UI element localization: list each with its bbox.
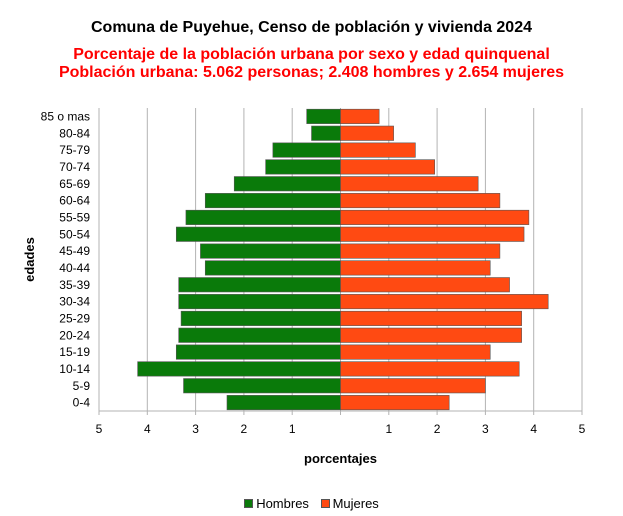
bar-hombres-3 bbox=[265, 159, 341, 175]
y-tick-label-13: 20-24 bbox=[59, 328, 90, 342]
y-tick-label-1: 80-84 bbox=[59, 126, 90, 140]
bar-mujeres-9 bbox=[340, 260, 491, 276]
y-tick-label-12: 25-29 bbox=[59, 311, 90, 325]
bar-hombres-6 bbox=[185, 209, 341, 225]
x-tick-label-3: 2 bbox=[241, 422, 248, 436]
y-tick-label-10: 35-39 bbox=[59, 278, 90, 292]
legend-swatch-mujeres bbox=[320, 499, 330, 508]
y-tick-label-5: 60-64 bbox=[59, 194, 90, 208]
x-tick-label-1: 4 bbox=[144, 422, 151, 436]
x-tick-label-5: 1 bbox=[385, 422, 392, 436]
y-tick-label-6: 55-59 bbox=[59, 210, 90, 224]
chart-subtitle-line-2: Población urbana: 5.062 personas; 2.408 … bbox=[58, 64, 565, 81]
y-tick-label-2: 75-79 bbox=[59, 143, 90, 157]
x-axis-title: porcentajes bbox=[304, 451, 377, 466]
legend-item-mujeres: Mujeres bbox=[320, 496, 379, 511]
x-tick-label-4: 1 bbox=[289, 422, 296, 436]
bar-mujeres-4 bbox=[340, 176, 479, 192]
bar-mujeres-8 bbox=[340, 243, 501, 259]
bar-mujeres-6 bbox=[340, 209, 530, 225]
bar-hombres-14 bbox=[175, 344, 341, 360]
bar-hombres-1 bbox=[311, 125, 341, 141]
x-tick-label-7: 3 bbox=[482, 422, 489, 436]
bar-hombres-16 bbox=[183, 378, 341, 394]
chart-subtitle-line-1: Porcentaje de la población urbana por se… bbox=[73, 46, 550, 63]
x-tick-label-6: 2 bbox=[434, 422, 441, 436]
x-tick-label-8: 4 bbox=[530, 422, 537, 436]
bar-hombres-11 bbox=[178, 294, 341, 310]
y-tick-label-16: 5-9 bbox=[73, 379, 91, 393]
legend-label-mujeres: Mujeres bbox=[332, 496, 379, 511]
bar-mujeres-11 bbox=[340, 294, 549, 310]
bar-hombres-5 bbox=[204, 193, 341, 209]
legend-swatch-hombres bbox=[244, 499, 254, 508]
bar-mujeres-0 bbox=[340, 108, 380, 124]
bar-mujeres-1 bbox=[340, 125, 394, 141]
bar-mujeres-15 bbox=[340, 361, 520, 377]
bar-hombres-2 bbox=[272, 142, 341, 158]
bar-mujeres-12 bbox=[340, 310, 522, 326]
bar-hombres-9 bbox=[204, 260, 341, 276]
bar-hombres-0 bbox=[306, 108, 341, 124]
y-tick-label-8: 45-49 bbox=[59, 244, 90, 258]
bar-mujeres-16 bbox=[340, 378, 486, 394]
legend: Hombres Mujeres bbox=[0, 496, 623, 511]
legend-item-hombres: Hombres bbox=[244, 496, 309, 511]
bar-hombres-4 bbox=[233, 176, 341, 192]
y-axis-title: edades bbox=[22, 237, 37, 282]
y-tick-label-14: 15-19 bbox=[59, 345, 90, 359]
y-tick-label-17: 0-4 bbox=[73, 396, 91, 410]
chart-title: Comuna de Puyehue, Censo de población y … bbox=[90, 19, 532, 36]
y-tick-label-3: 70-74 bbox=[59, 160, 90, 174]
bar-mujeres-13 bbox=[340, 327, 522, 343]
y-tick-label-7: 50-54 bbox=[59, 227, 90, 241]
x-tick-label-2: 3 bbox=[192, 422, 199, 436]
bar-hombres-15 bbox=[137, 361, 341, 377]
x-tick-label-9: 5 bbox=[579, 422, 586, 436]
bar-hombres-17 bbox=[226, 395, 341, 411]
y-tick-label-0: 85 o mas bbox=[41, 109, 90, 123]
legend-label-hombres: Hombres bbox=[256, 496, 309, 511]
bar-mujeres-5 bbox=[340, 193, 501, 209]
y-tick-label-15: 10-14 bbox=[59, 362, 90, 376]
bar-hombres-12 bbox=[180, 310, 341, 326]
y-tick-label-11: 30-34 bbox=[59, 295, 90, 309]
bar-mujeres-10 bbox=[340, 277, 510, 293]
y-tick-label-9: 40-44 bbox=[59, 261, 90, 275]
bar-hombres-8 bbox=[200, 243, 341, 259]
y-tick-label-4: 65-69 bbox=[59, 177, 90, 191]
bar-hombres-13 bbox=[178, 327, 341, 343]
bar-mujeres-14 bbox=[340, 344, 491, 360]
bar-mujeres-17 bbox=[340, 395, 450, 411]
bar-mujeres-7 bbox=[340, 226, 525, 242]
x-tick-label-0: 5 bbox=[96, 422, 103, 436]
bar-hombres-7 bbox=[175, 226, 341, 242]
bar-hombres-10 bbox=[178, 277, 341, 293]
bar-mujeres-2 bbox=[340, 142, 416, 158]
bar-mujeres-3 bbox=[340, 159, 435, 175]
